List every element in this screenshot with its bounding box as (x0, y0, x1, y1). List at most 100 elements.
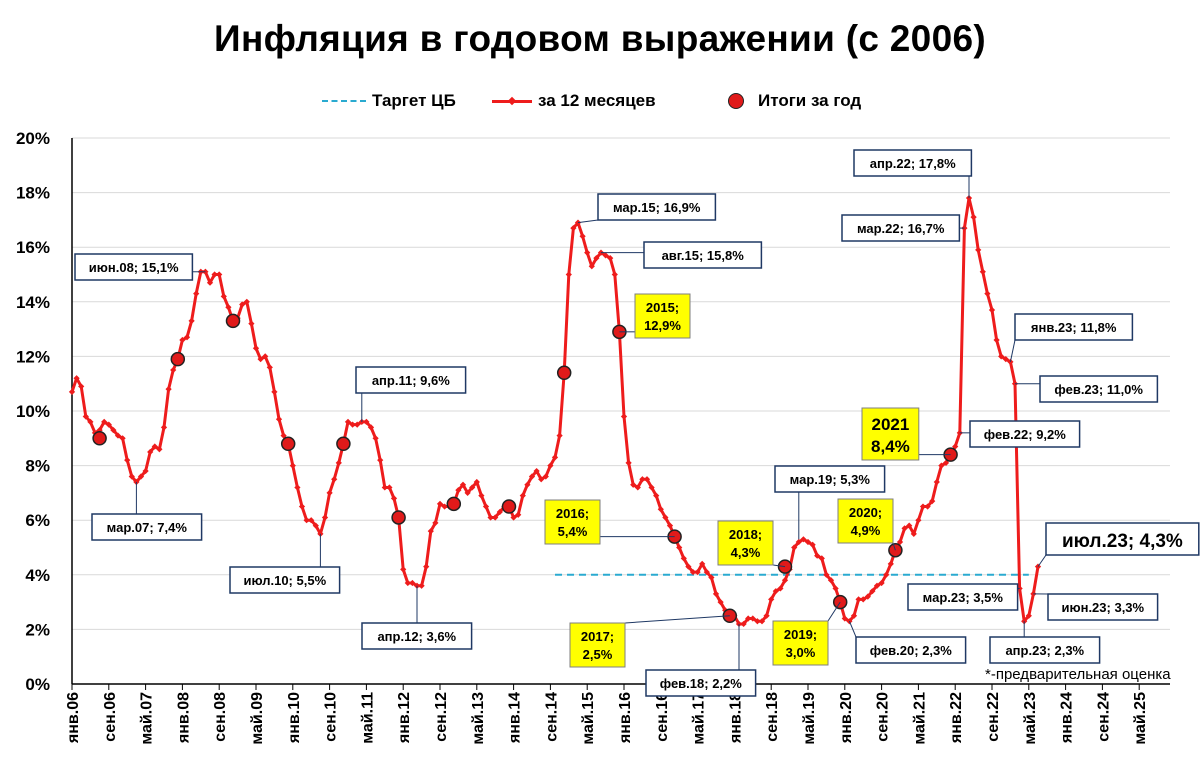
line-point (740, 620, 747, 628)
callout: апр.12; 3,6% (361, 585, 473, 650)
callout-label: 8,4% (871, 437, 910, 456)
line-point (390, 495, 398, 502)
callout-box (361, 622, 473, 650)
callout-label: 3,0% (786, 645, 816, 660)
callout: 2020; 4,9% (837, 498, 896, 551)
line-point (763, 612, 770, 619)
line-point (160, 424, 168, 431)
callout-leader (892, 542, 896, 551)
callout-box (774, 465, 886, 493)
line-point (602, 252, 609, 259)
callout: мар.23; 3,5% (907, 583, 1020, 611)
callout-leader (848, 621, 857, 638)
line-point (367, 424, 375, 431)
annual-dot (501, 499, 517, 514)
line-point (303, 517, 310, 524)
callout-leader (624, 615, 730, 624)
callout-label: мар.23; 3,5% (923, 590, 1004, 605)
callout: апр.22; 17,8% (853, 149, 973, 199)
line-point (556, 432, 563, 439)
line-point (381, 484, 388, 491)
line-point (666, 522, 674, 529)
line-point (680, 555, 687, 562)
callout-label: апр.22; 17,8% (870, 156, 956, 171)
callout-label: фев.18; 2,2% (660, 676, 743, 691)
legend-target-swatch (322, 100, 366, 102)
line-point (832, 585, 839, 592)
annual-dot (336, 436, 351, 452)
callout-box (544, 499, 601, 545)
line-point (689, 568, 697, 576)
x-tick-label: сен.08 (212, 692, 229, 742)
line-point (515, 511, 522, 518)
x-tick-label: май.21 (911, 692, 928, 745)
line-point (814, 552, 821, 559)
callout-box (1047, 593, 1159, 621)
line-point (124, 457, 131, 464)
x-tick-label: янв.10 (286, 692, 303, 744)
line-point (873, 582, 881, 589)
line-point (354, 421, 361, 428)
line-point (975, 246, 982, 254)
callout-label: авг.15; 15,8% (662, 248, 745, 263)
annual-dot (170, 351, 186, 367)
line-point (924, 503, 931, 510)
x-tick-label: янв.24 (1059, 692, 1076, 744)
callout: фев.18; 2,2% (645, 623, 757, 697)
callout: июл.10; 5,5% (229, 533, 341, 594)
line-point (216, 271, 223, 278)
line-point (542, 473, 549, 480)
x-tick-label: янв.18 (727, 692, 744, 744)
callout: 2021 8,4% (861, 407, 951, 461)
callout: 2017; 2,5% (569, 615, 730, 668)
annual-dot (280, 436, 296, 452)
line-point (993, 336, 1000, 344)
x-tick-label: янв.16 (617, 692, 634, 744)
x-tick-label: янв.12 (396, 692, 413, 744)
line-point (896, 538, 904, 546)
x-tick-label: янв.08 (175, 692, 192, 744)
callout-box (91, 513, 203, 541)
line-point (717, 598, 724, 606)
line-point (984, 290, 991, 297)
line-point (929, 497, 936, 505)
callout: апр.11; 9,6% (355, 366, 467, 422)
line-point (294, 484, 301, 491)
line-point (565, 271, 572, 278)
line-point (257, 356, 264, 363)
annual-dot (391, 510, 406, 525)
x-tick-label: янв.06 (65, 692, 82, 744)
callout: 2018; 4,3% (717, 520, 786, 568)
callout: 2019; 3,0% (772, 601, 841, 666)
callout-label: фев.20; 2,3% (870, 643, 953, 658)
x-tick-label: сен.06 (102, 692, 119, 742)
line-point (777, 585, 784, 592)
line-point (335, 459, 342, 466)
line-point (795, 538, 802, 546)
line-point (248, 320, 255, 327)
x-tick-label: май.23 (1022, 692, 1039, 745)
callout-label: 2019; (784, 627, 817, 642)
x-tick-label: май.07 (139, 692, 156, 745)
line-point (864, 593, 871, 600)
line-point (804, 538, 812, 546)
callout-label: 2016; (556, 506, 589, 521)
estimate-note: *-предварительная оценка (985, 666, 1171, 683)
y-tick-label: 0% (25, 675, 50, 694)
line-point (280, 432, 287, 439)
line-point (630, 481, 637, 488)
annual-dot (225, 313, 241, 329)
callout-label: 2,5% (583, 647, 613, 662)
callout: фев.20; 2,3% (848, 621, 967, 664)
line-point (860, 596, 867, 603)
line-point (211, 271, 218, 278)
callout: апр.23; 2,3% (989, 621, 1101, 664)
x-tick-label: янв.22 (948, 692, 965, 744)
line-point (768, 596, 775, 603)
y-tick-label: 18% (16, 184, 50, 203)
line-point (441, 503, 448, 510)
line-point (887, 560, 894, 567)
line-point (933, 478, 940, 486)
line-point (418, 582, 425, 589)
